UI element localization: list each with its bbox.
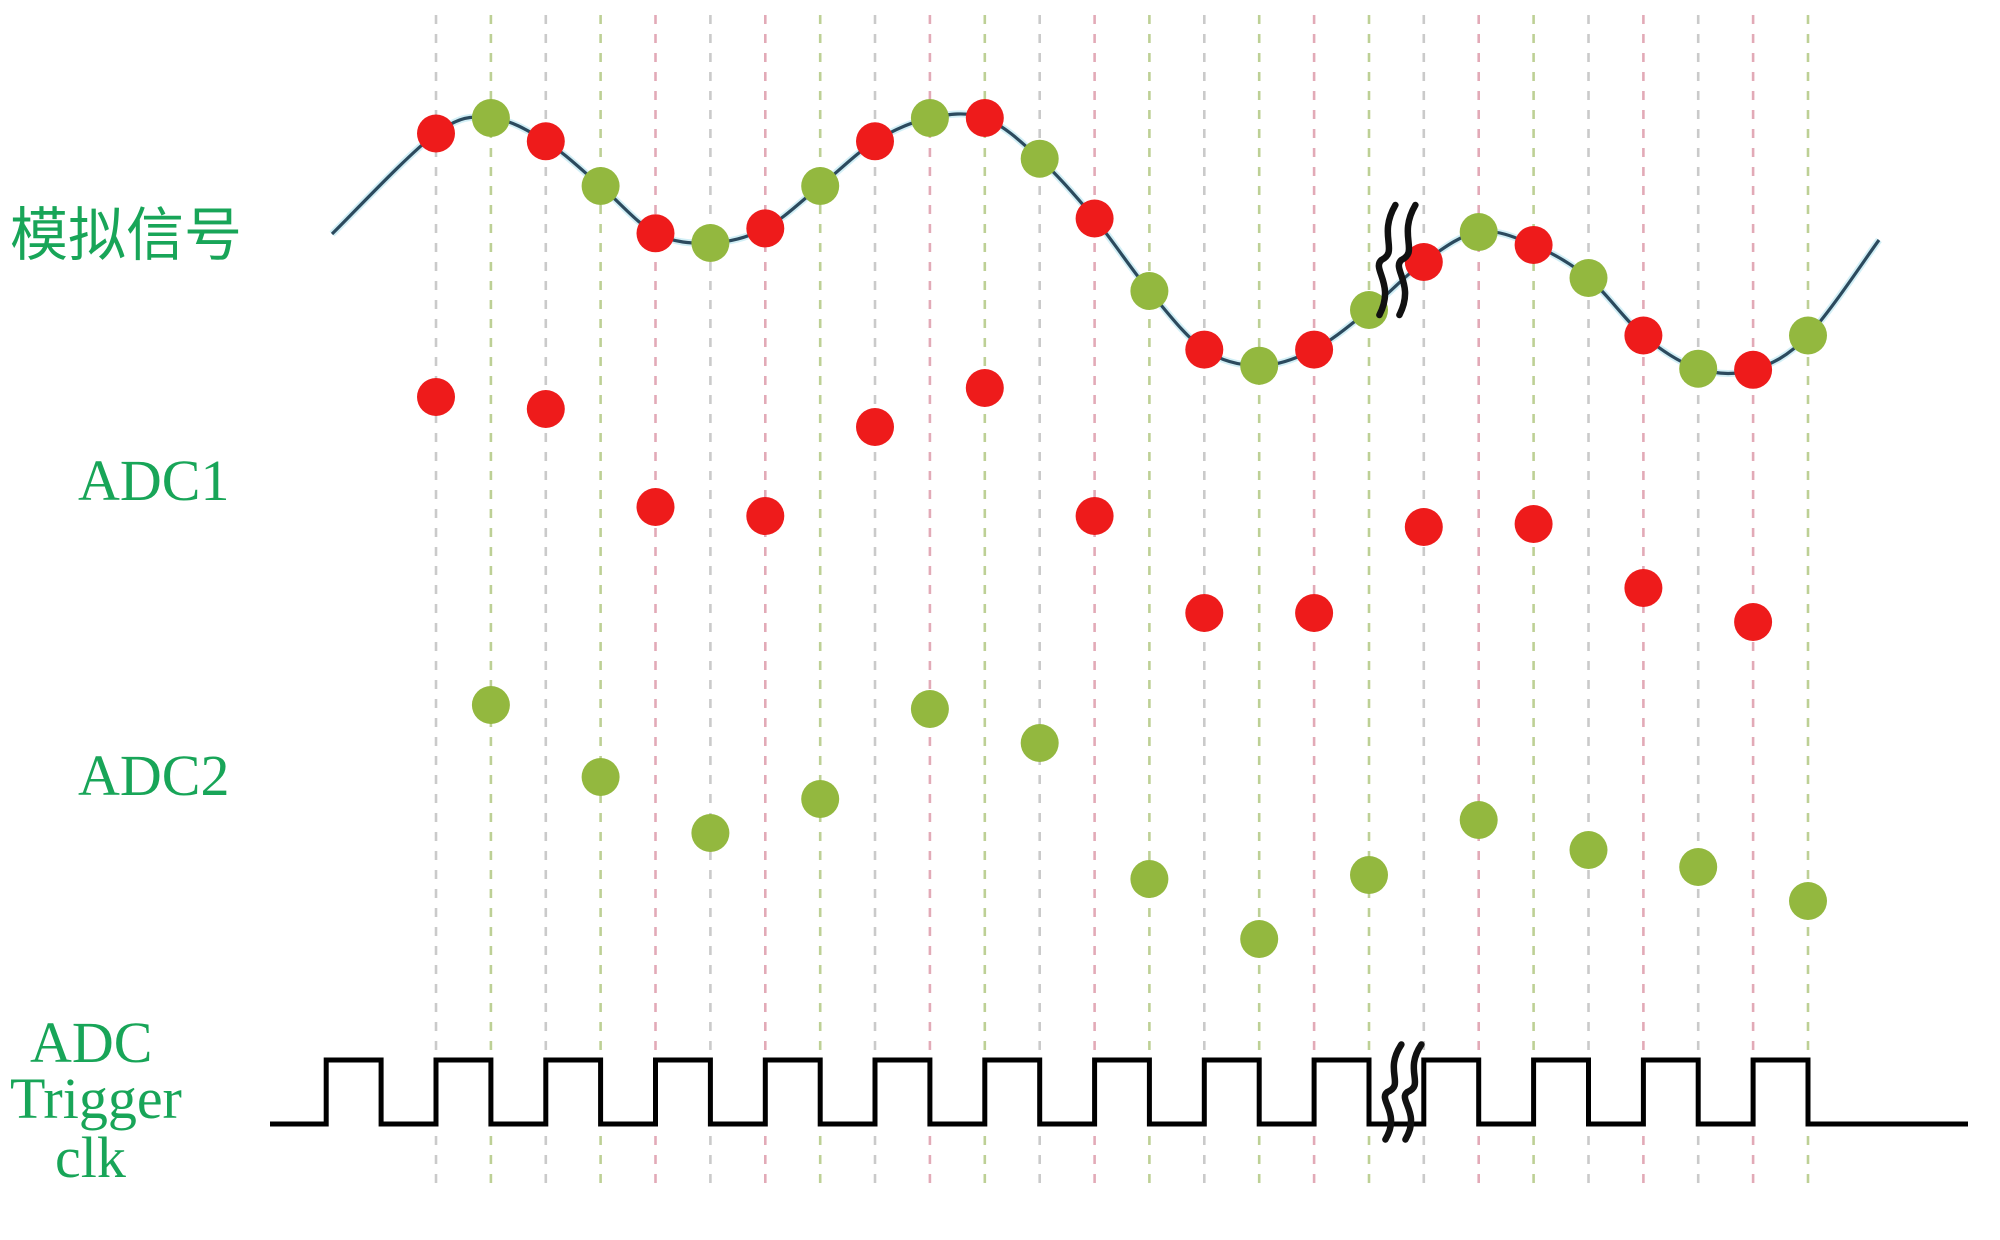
svg-text:模拟信号: 模拟信号 [10, 203, 242, 268]
svg-text:ADC1: ADC1 [78, 448, 229, 513]
svg-text:Trigger: Trigger [10, 1066, 182, 1131]
svg-text:ADC2: ADC2 [78, 743, 229, 808]
svg-text:clk: clk [55, 1125, 126, 1190]
